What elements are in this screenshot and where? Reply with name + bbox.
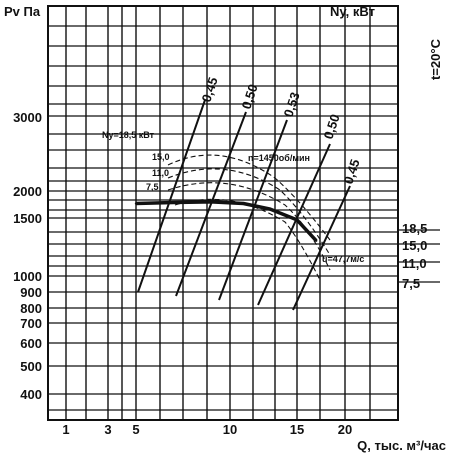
y-tick-label: 900 bbox=[20, 285, 42, 300]
x-tick-label: 20 bbox=[338, 422, 352, 437]
efficiency-line bbox=[218, 119, 288, 301]
y-tick-label: 1500 bbox=[13, 211, 42, 226]
efficiency-line bbox=[137, 99, 206, 293]
power-annotation: Ny=18,5 кВт bbox=[102, 130, 155, 140]
y-tick-label: 500 bbox=[20, 359, 42, 374]
power-tick-label: 15,0 bbox=[402, 238, 427, 253]
main-pressure-point bbox=[210, 200, 213, 204]
power-curve-label: 15,0 bbox=[152, 152, 170, 162]
power-curves bbox=[167, 154, 331, 281]
speed-annotation: n=1450об/мин bbox=[248, 153, 310, 163]
main-pressure-curve bbox=[134, 200, 318, 242]
efficiency-label: 0,50 bbox=[321, 112, 343, 141]
power-axis-title: Ny, кВт bbox=[330, 4, 375, 19]
efficiency-label: 0,53 bbox=[281, 90, 303, 119]
main-pressure-point bbox=[295, 218, 299, 222]
power-curve-label: 11,0 bbox=[152, 168, 169, 178]
x-tick-label: 15 bbox=[290, 422, 304, 437]
efficiency-label: 0,45 bbox=[199, 75, 221, 104]
y-tick-label: 400 bbox=[20, 387, 42, 402]
power-tick-label: 7,5 bbox=[402, 276, 420, 291]
efficiency-label: 0,50 bbox=[239, 82, 261, 111]
velocity-annotation: u=47,7м/с bbox=[322, 254, 364, 264]
main-pressure-point bbox=[269, 207, 272, 211]
main-pressure-point bbox=[134, 202, 138, 205]
efficiency-lines bbox=[137, 99, 351, 311]
x-tick-label: 5 bbox=[132, 422, 139, 437]
y-tick-label: 2000 bbox=[13, 184, 42, 199]
y-tick-label: 3000 bbox=[13, 110, 42, 125]
power-curve bbox=[167, 182, 331, 271]
main-pressure-point bbox=[242, 202, 245, 205]
y-tick-label: 700 bbox=[20, 316, 42, 331]
power-curve-label: 7,5 bbox=[146, 182, 159, 192]
y-tick-label: 1000 bbox=[13, 269, 42, 284]
efficiency-label: 0,45 bbox=[341, 157, 363, 186]
main-pressure-point bbox=[315, 239, 318, 242]
x-tick-label: 1 bbox=[62, 422, 69, 437]
temperature-label: t=20°C bbox=[428, 38, 443, 80]
x-tick-label: 3 bbox=[104, 422, 111, 437]
efficiency-line bbox=[257, 143, 331, 306]
chart-grid bbox=[47, 5, 440, 421]
y-axis-title: Pv Па bbox=[4, 4, 41, 19]
main-pressure-point bbox=[172, 201, 175, 204]
power-tick-label: 18,5 bbox=[402, 221, 427, 236]
power-curve bbox=[167, 154, 331, 241]
x-tick-label: 10 bbox=[223, 422, 237, 437]
power-curve bbox=[174, 198, 321, 281]
chart-labels: 0,45 0,50 0,53 0,50 0,45 1 3 5 10 15 20 3000 2000 150… bbox=[4, 4, 446, 453]
x-axis-title: Q, тыс. м³/час bbox=[357, 438, 446, 453]
y-tick-label: 600 bbox=[20, 336, 42, 351]
power-curve bbox=[167, 168, 331, 256]
y-tick-label: 800 bbox=[20, 301, 42, 316]
efficiency-line bbox=[175, 111, 247, 297]
efficiency-line bbox=[292, 185, 351, 311]
power-tick-label: 11,0 bbox=[402, 256, 427, 271]
